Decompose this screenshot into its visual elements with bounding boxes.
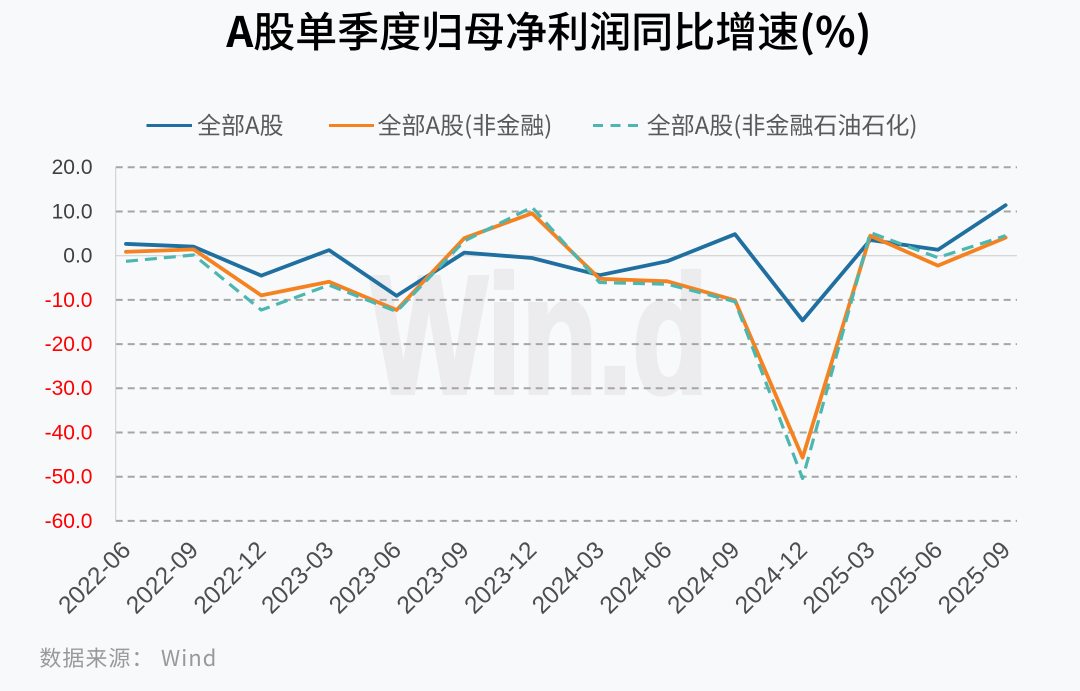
svg-text:2025-09: 2025-09 xyxy=(933,537,1016,620)
svg-text:2024-03: 2024-03 xyxy=(527,537,610,620)
svg-text:2024-09: 2024-09 xyxy=(663,537,746,620)
svg-text:Win.d: Win.d xyxy=(370,242,708,430)
svg-text:-10.0: -10.0 xyxy=(45,289,93,312)
svg-text:-50.0: -50.0 xyxy=(45,466,93,489)
svg-text:-40.0: -40.0 xyxy=(45,421,93,444)
svg-text:2025-03: 2025-03 xyxy=(798,537,881,620)
svg-text:2022-06: 2022-06 xyxy=(54,537,137,620)
svg-text:-20.0: -20.0 xyxy=(45,333,93,356)
svg-text:2023-09: 2023-09 xyxy=(392,537,475,620)
svg-text:0.0: 0.0 xyxy=(63,245,92,268)
svg-text:2022-12: 2022-12 xyxy=(189,537,272,620)
svg-text:20.0: 20.0 xyxy=(52,156,93,179)
svg-text:2023-03: 2023-03 xyxy=(257,537,340,620)
svg-text:2023-06: 2023-06 xyxy=(324,537,407,620)
svg-text:-30.0: -30.0 xyxy=(45,377,93,400)
svg-text:2022-09: 2022-09 xyxy=(121,537,204,620)
svg-text:10.0: 10.0 xyxy=(52,200,93,223)
svg-text:-60.0: -60.0 xyxy=(45,510,93,533)
svg-text:2023-12: 2023-12 xyxy=(460,537,543,620)
svg-text:2024-06: 2024-06 xyxy=(595,537,678,620)
svg-text:2024-12: 2024-12 xyxy=(730,537,813,620)
svg-text:2025-06: 2025-06 xyxy=(865,537,948,620)
